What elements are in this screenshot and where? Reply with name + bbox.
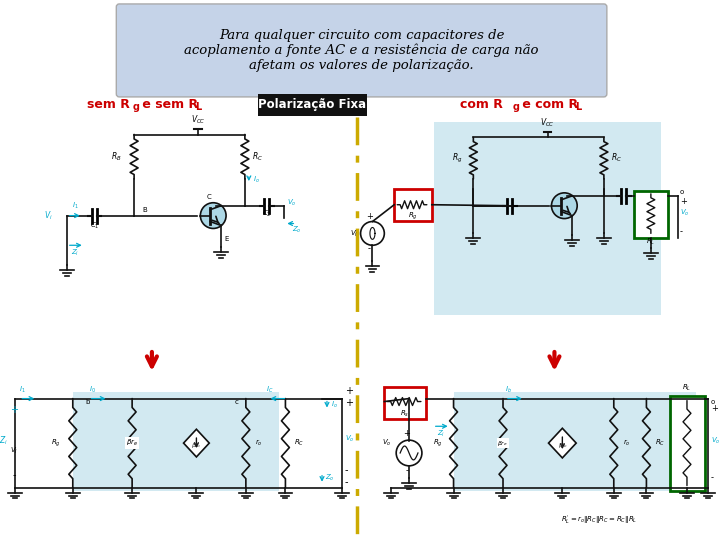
Text: $Z_i$: $Z_i$ xyxy=(71,248,79,258)
Text: $R_g$: $R_g$ xyxy=(433,437,443,449)
Text: L: L xyxy=(575,102,582,112)
Text: o: o xyxy=(680,189,684,195)
FancyBboxPatch shape xyxy=(117,4,607,97)
Text: e com R: e com R xyxy=(518,98,578,111)
Text: E: E xyxy=(224,237,228,242)
Text: $V_i$: $V_i$ xyxy=(10,446,19,456)
Text: L: L xyxy=(195,102,202,112)
Polygon shape xyxy=(184,429,210,457)
Text: $I_0$: $I_0$ xyxy=(89,384,96,395)
Text: $V_o$: $V_o$ xyxy=(382,438,391,448)
Text: $V_i$: $V_i$ xyxy=(45,210,53,222)
Text: $C_1$: $C_1$ xyxy=(90,220,99,231)
Text: +: + xyxy=(345,386,353,396)
Text: $\beta I_b$: $\beta I_b$ xyxy=(558,441,567,450)
Text: $R_g$: $R_g$ xyxy=(452,152,462,165)
Text: sem R: sem R xyxy=(86,98,130,111)
Text: $V_o$: $V_o$ xyxy=(345,434,354,444)
Text: -: - xyxy=(680,227,683,237)
Text: b: b xyxy=(86,399,90,404)
Text: $\beta I_b$: $\beta I_b$ xyxy=(192,441,202,450)
Text: $\beta r_e$: $\beta r_e$ xyxy=(126,438,138,448)
Text: C: C xyxy=(207,194,212,200)
Text: o: o xyxy=(711,399,715,404)
Text: +: + xyxy=(680,197,687,206)
Bar xyxy=(384,387,426,420)
Text: $V_o$: $V_o$ xyxy=(287,198,297,208)
Text: $R_g$: $R_g$ xyxy=(51,437,61,449)
Bar xyxy=(258,94,366,116)
Text: $I_o$: $I_o$ xyxy=(253,175,260,185)
Bar xyxy=(395,189,432,220)
Polygon shape xyxy=(549,428,576,458)
Text: $I_C$: $I_C$ xyxy=(266,384,273,395)
Text: $V_{CC}$: $V_{CC}$ xyxy=(191,113,206,126)
Text: g: g xyxy=(513,102,520,112)
Text: $R_L^{'} = r_o \| R_C \| R_C = R_C \| R_L$: $R_L^{'} = r_o \| R_C \| R_C = R_C \| R_… xyxy=(561,514,637,526)
Text: e sem R: e sem R xyxy=(138,98,198,111)
Text: +: + xyxy=(366,212,373,220)
Bar xyxy=(454,392,696,490)
Text: -: - xyxy=(345,477,348,487)
Text: $Z_o$: $Z_o$ xyxy=(292,225,302,234)
Text: $Z_o$: $Z_o$ xyxy=(325,472,335,483)
Text: $I_1$: $I_1$ xyxy=(19,384,26,395)
Text: $Z_i$: $Z_i$ xyxy=(0,434,7,447)
Text: c: c xyxy=(235,399,239,404)
Text: +: + xyxy=(711,404,718,414)
Text: com R: com R xyxy=(461,98,503,111)
Text: +: + xyxy=(404,429,410,438)
Text: $R_C$: $R_C$ xyxy=(294,438,305,448)
Text: $I_o$: $I_o$ xyxy=(331,400,338,410)
Text: $R_C$: $R_C$ xyxy=(655,438,665,448)
Text: g: g xyxy=(133,102,140,112)
Circle shape xyxy=(552,193,577,219)
Text: $R_L$: $R_L$ xyxy=(683,383,692,393)
Text: $R_C$: $R_C$ xyxy=(252,151,263,163)
Text: $V_o$: $V_o$ xyxy=(711,436,720,446)
Text: $\beta r_e$: $\beta r_e$ xyxy=(498,438,508,448)
Text: $Z_i$: $Z_i$ xyxy=(437,429,445,440)
Text: Polarização Fixa: Polarização Fixa xyxy=(258,98,366,111)
Text: $R_C$: $R_C$ xyxy=(611,152,622,165)
Text: B: B xyxy=(142,207,147,213)
Text: $I_b$: $I_b$ xyxy=(505,384,512,395)
Text: -: - xyxy=(345,465,348,475)
Text: -: - xyxy=(368,244,371,253)
Text: $I_1$: $I_1$ xyxy=(72,201,78,211)
Text: $r_o$: $r_o$ xyxy=(623,438,630,448)
Text: $R_s$: $R_s$ xyxy=(400,408,410,418)
Bar xyxy=(670,396,705,490)
Text: $V_{CC}$: $V_{CC}$ xyxy=(540,116,555,129)
Text: -: - xyxy=(405,466,408,475)
Text: +: + xyxy=(345,399,353,408)
Bar xyxy=(73,392,279,490)
Text: $r_o$: $r_o$ xyxy=(255,438,262,448)
Text: +: + xyxy=(10,406,19,415)
Text: $R_g$: $R_g$ xyxy=(408,210,418,222)
Text: $R_L$: $R_L$ xyxy=(647,237,655,247)
Text: -: - xyxy=(711,472,714,482)
Text: $V_o$: $V_o$ xyxy=(680,207,690,218)
Text: -: - xyxy=(13,470,16,480)
Circle shape xyxy=(361,221,384,245)
Text: $R_B$: $R_B$ xyxy=(111,151,121,163)
Text: $V_i$: $V_i$ xyxy=(349,228,358,239)
Circle shape xyxy=(200,202,226,228)
Bar xyxy=(433,122,661,314)
Circle shape xyxy=(396,440,422,466)
Bar xyxy=(634,191,668,238)
Text: Para qualquer circuito com capacitores de
acoplamento a fonte AC e a resistência: Para qualquer circuito com capacitores d… xyxy=(184,29,539,72)
Text: $C_2$: $C_2$ xyxy=(262,208,271,219)
